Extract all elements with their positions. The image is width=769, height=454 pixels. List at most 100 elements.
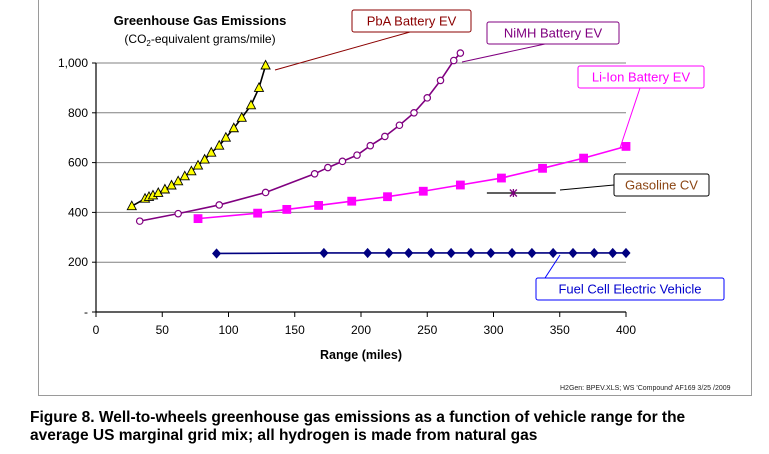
- fuel-cell-electric-vehicle-point: [486, 247, 496, 259]
- caption-line-1: Figure 8. Well-to-wheels greenhouse gas …: [30, 409, 686, 426]
- y-tick-label: -: [84, 305, 88, 319]
- gasoline-callout-box: [613, 173, 710, 197]
- fuel-cell-electric-vehicle-point: [426, 247, 436, 259]
- fuel-cell-electric-vehicle-point: [568, 247, 578, 259]
- fuel-cell-electric-vehicle-point: [507, 247, 517, 259]
- caption-line-2: average US marginal grid mix; all hydrog…: [30, 427, 538, 444]
- nimh-battery-ev-point: [353, 151, 361, 159]
- pba-battery-ev-point: [236, 111, 247, 122]
- fuel-cell-electric-vehicle-point: [446, 247, 456, 259]
- x-tick-label: 0: [93, 323, 100, 337]
- liion-callout-leader: [619, 87, 641, 149]
- fuel-cell-electric-vehicle-point: [527, 247, 537, 259]
- fuel-cell-callout-box: [535, 277, 725, 301]
- nimh-callout-leader: [461, 43, 546, 63]
- pba-battery-ev-point: [228, 122, 240, 133]
- fuel-cell-electric-vehicle-point: [466, 247, 476, 259]
- y-tick-label: 1,000: [58, 56, 88, 70]
- emissions-chart: - 200 400 600 800 1,000 0 50 100 150 200 250 300 350 4…: [58, 9, 725, 362]
- li-ion-battery-ev-point: [282, 205, 292, 214]
- nimh-callout-box: [486, 21, 620, 45]
- chart-subtitle-part2: -equivalent grams/mile): [151, 32, 276, 46]
- fuel-cell-electric-vehicle-point: [384, 247, 394, 259]
- chart-subtitle-sub: 2: [146, 39, 151, 48]
- pba-battery-ev-point: [213, 139, 225, 150]
- nimh-battery-ev-point: [449, 56, 458, 65]
- y-tick-label: 400: [68, 205, 88, 219]
- gasoline-callout: Gasoline CV: [559, 173, 710, 197]
- gridlines: [96, 62, 626, 263]
- gasoline-cv-point: [509, 188, 518, 197]
- pba-battery-ev-point: [179, 170, 191, 181]
- liion-callout-box: [577, 65, 705, 89]
- nimh-battery-ev-point: [410, 109, 418, 117]
- pba-callout-text: PbA Battery EV: [367, 14, 457, 29]
- fuel-cell-electric-vehicle-point: [319, 247, 329, 259]
- li-ion-battery-ev-point: [314, 201, 324, 210]
- x-tick-label: 350: [550, 323, 570, 337]
- nimh-battery-ev-point: [381, 132, 389, 141]
- nimh-battery-ev-line: [139, 52, 461, 222]
- pba-battery-ev-point: [172, 175, 184, 186]
- axes: - 200 400 600 800 1,000 0 50 100 150 200 250 300 350 4…: [58, 56, 636, 337]
- x-tick-label: 100: [218, 323, 238, 337]
- x-axis-label: Range (miles): [320, 348, 402, 362]
- fuel-cell-electric-vehicle-point: [589, 247, 599, 259]
- x-tick-label: 250: [417, 323, 437, 337]
- pba-battery-ev-point: [199, 153, 210, 164]
- nimh-battery-ev-point: [395, 121, 404, 130]
- liion-callout: Li-Ion Battery EV: [577, 65, 705, 149]
- nimh-battery-ev-point: [423, 94, 432, 102]
- x-tick-label: 150: [285, 323, 305, 337]
- pba-battery-ev-point: [206, 146, 217, 157]
- pba-battery-ev-point: [260, 59, 271, 70]
- series-markers: [126, 49, 631, 259]
- li-ion-battery-ev-point: [621, 142, 631, 151]
- liion-callout-text: Li-Ion Battery EV: [592, 70, 691, 85]
- pba-battery-ev-point: [220, 131, 232, 142]
- li-ion-battery-ev-point: [253, 208, 263, 218]
- nimh-battery-ev-point: [261, 188, 270, 197]
- x-tick-label: 300: [483, 323, 503, 337]
- nimh-battery-ev-point: [135, 217, 144, 225]
- x-tick-label: 400: [616, 323, 636, 337]
- pba-battery-ev-point: [245, 99, 257, 110]
- gasoline-callout-leader: [559, 184, 615, 191]
- chart-title: Greenhouse Gas Emissions: [114, 13, 287, 28]
- nimh-battery-ev-point: [310, 170, 319, 178]
- nimh-battery-ev-point: [215, 201, 224, 209]
- source-footnote: H2Gen: BPEV.XLS; WS 'Compound' AF169 3/2…: [560, 385, 731, 392]
- fuel-cell-electric-vehicle-point: [363, 247, 373, 259]
- pba-battery-ev-point: [186, 165, 197, 176]
- li-ion-battery-ev-point: [455, 180, 465, 190]
- nimh-battery-ev-point: [338, 157, 347, 166]
- fuel-cell-electric-vehicle-point: [548, 247, 558, 259]
- fuel-cell-callout-leader: [544, 254, 561, 279]
- chart-title-block: Greenhouse Gas Emissions (CO2-equivalent…: [114, 13, 287, 48]
- li-ion-battery-ev-line: [197, 145, 627, 220]
- x-tick-label: 200: [351, 323, 371, 337]
- pba-battery-ev-line: [131, 65, 267, 207]
- fuel-cell-electric-vehicle-point: [404, 247, 414, 259]
- fuel-cell-electric-vehicle-point: [608, 247, 618, 259]
- y-tick-label: 200: [68, 255, 88, 269]
- li-ion-battery-ev-point: [383, 192, 392, 202]
- fuel-cell-electric-vehicle-point: [621, 247, 631, 259]
- nimh-callout: NiMH Battery EV: [461, 21, 620, 63]
- pba-battery-ev-point: [192, 159, 204, 170]
- li-ion-battery-ev-point: [347, 196, 357, 206]
- fuel-cell-callout: Fuel Cell Electric Vehicle: [535, 254, 725, 301]
- li-ion-battery-ev-point: [538, 163, 547, 173]
- li-ion-battery-ev-point: [579, 153, 588, 163]
- y-tick-label: 800: [68, 106, 88, 120]
- x-tick-label: 50: [156, 323, 170, 337]
- series-callouts: PbA Battery EV NiMH Battery EV Li-Ion Batt…: [274, 9, 725, 301]
- pba-callout-leader: [274, 31, 411, 71]
- pba-battery-ev-point: [126, 200, 138, 211]
- fuel-cell-electric-vehicle-point: [212, 248, 222, 259]
- nimh-battery-ev-point: [174, 209, 182, 218]
- pba-callout-box: [351, 9, 472, 33]
- fuel-cell-callout-text: Fuel Cell Electric Vehicle: [558, 282, 701, 297]
- li-ion-battery-ev-point: [497, 173, 506, 183]
- figure-caption: Figure 8. Well-to-wheels greenhouse gas …: [30, 409, 760, 445]
